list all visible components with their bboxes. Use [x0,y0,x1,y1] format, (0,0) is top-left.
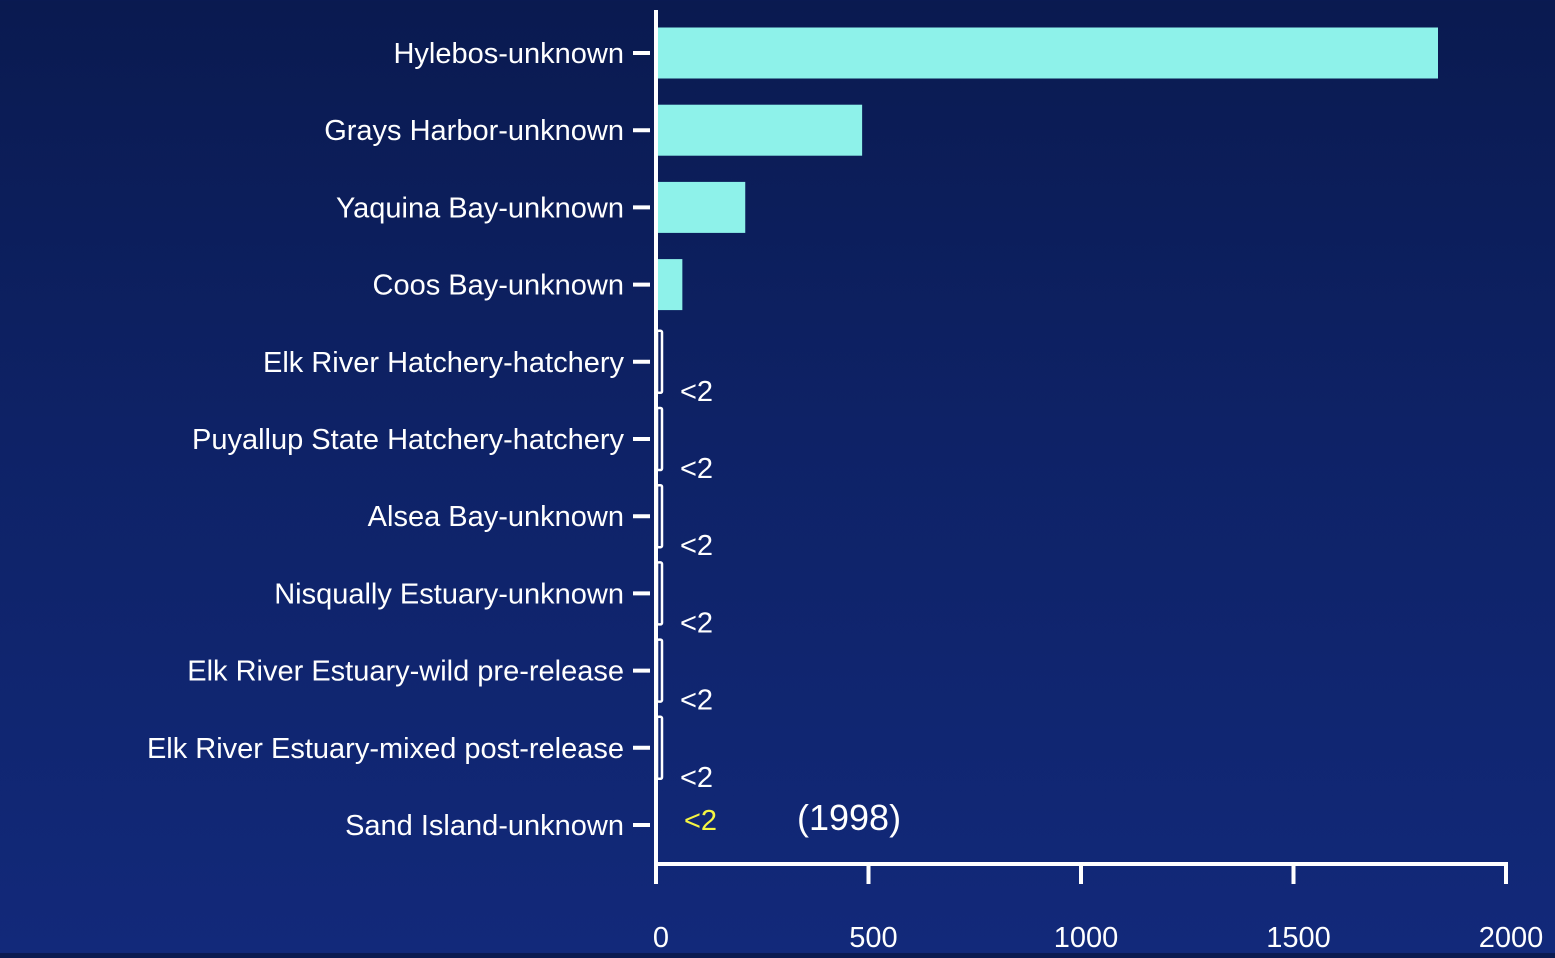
y-tick-label: Elk River Hatchery-hatchery [263,347,624,379]
data-label: <2 [680,453,713,485]
x-tick-label: 2000 [1479,922,1544,953]
bar [658,27,1438,79]
data-label: <2 [684,805,717,837]
y-tick-label: Grays Harbor-unknown [324,115,624,147]
data-label: <2 [680,530,713,562]
y-tick-label: Alsea Bay-unknown [368,501,624,533]
data-label: <2 [680,376,713,408]
y-tick-label: Nisqually Estuary-unknown [274,578,624,610]
x-tick-label: 0 [653,922,669,953]
annotation-label: (1998) [797,797,901,838]
y-tick-label: Coos Bay-unknown [373,270,624,302]
y-tick-label: Puyallup State Hatchery-hatchery [192,424,624,456]
bar [658,181,746,233]
y-tick-label: Elk River Estuary-mixed post-release [147,733,624,765]
data-label: <2 [680,607,713,639]
x-tick-label: 500 [849,922,897,953]
x-tick-label: 1000 [1054,922,1119,953]
bar [658,259,683,311]
y-tick-label: Yaquina Bay-unknown [336,192,624,224]
bar [658,104,863,156]
data-label: <2 [680,685,713,717]
y-tick-label: Elk River Estuary-wild pre-release [187,656,624,688]
x-tick-label: 1500 [1266,922,1331,953]
y-tick-label: Hylebos-unknown [393,38,624,70]
data-label: <2 [680,762,713,794]
y-tick-label: Sand Island-unknown [345,810,624,842]
